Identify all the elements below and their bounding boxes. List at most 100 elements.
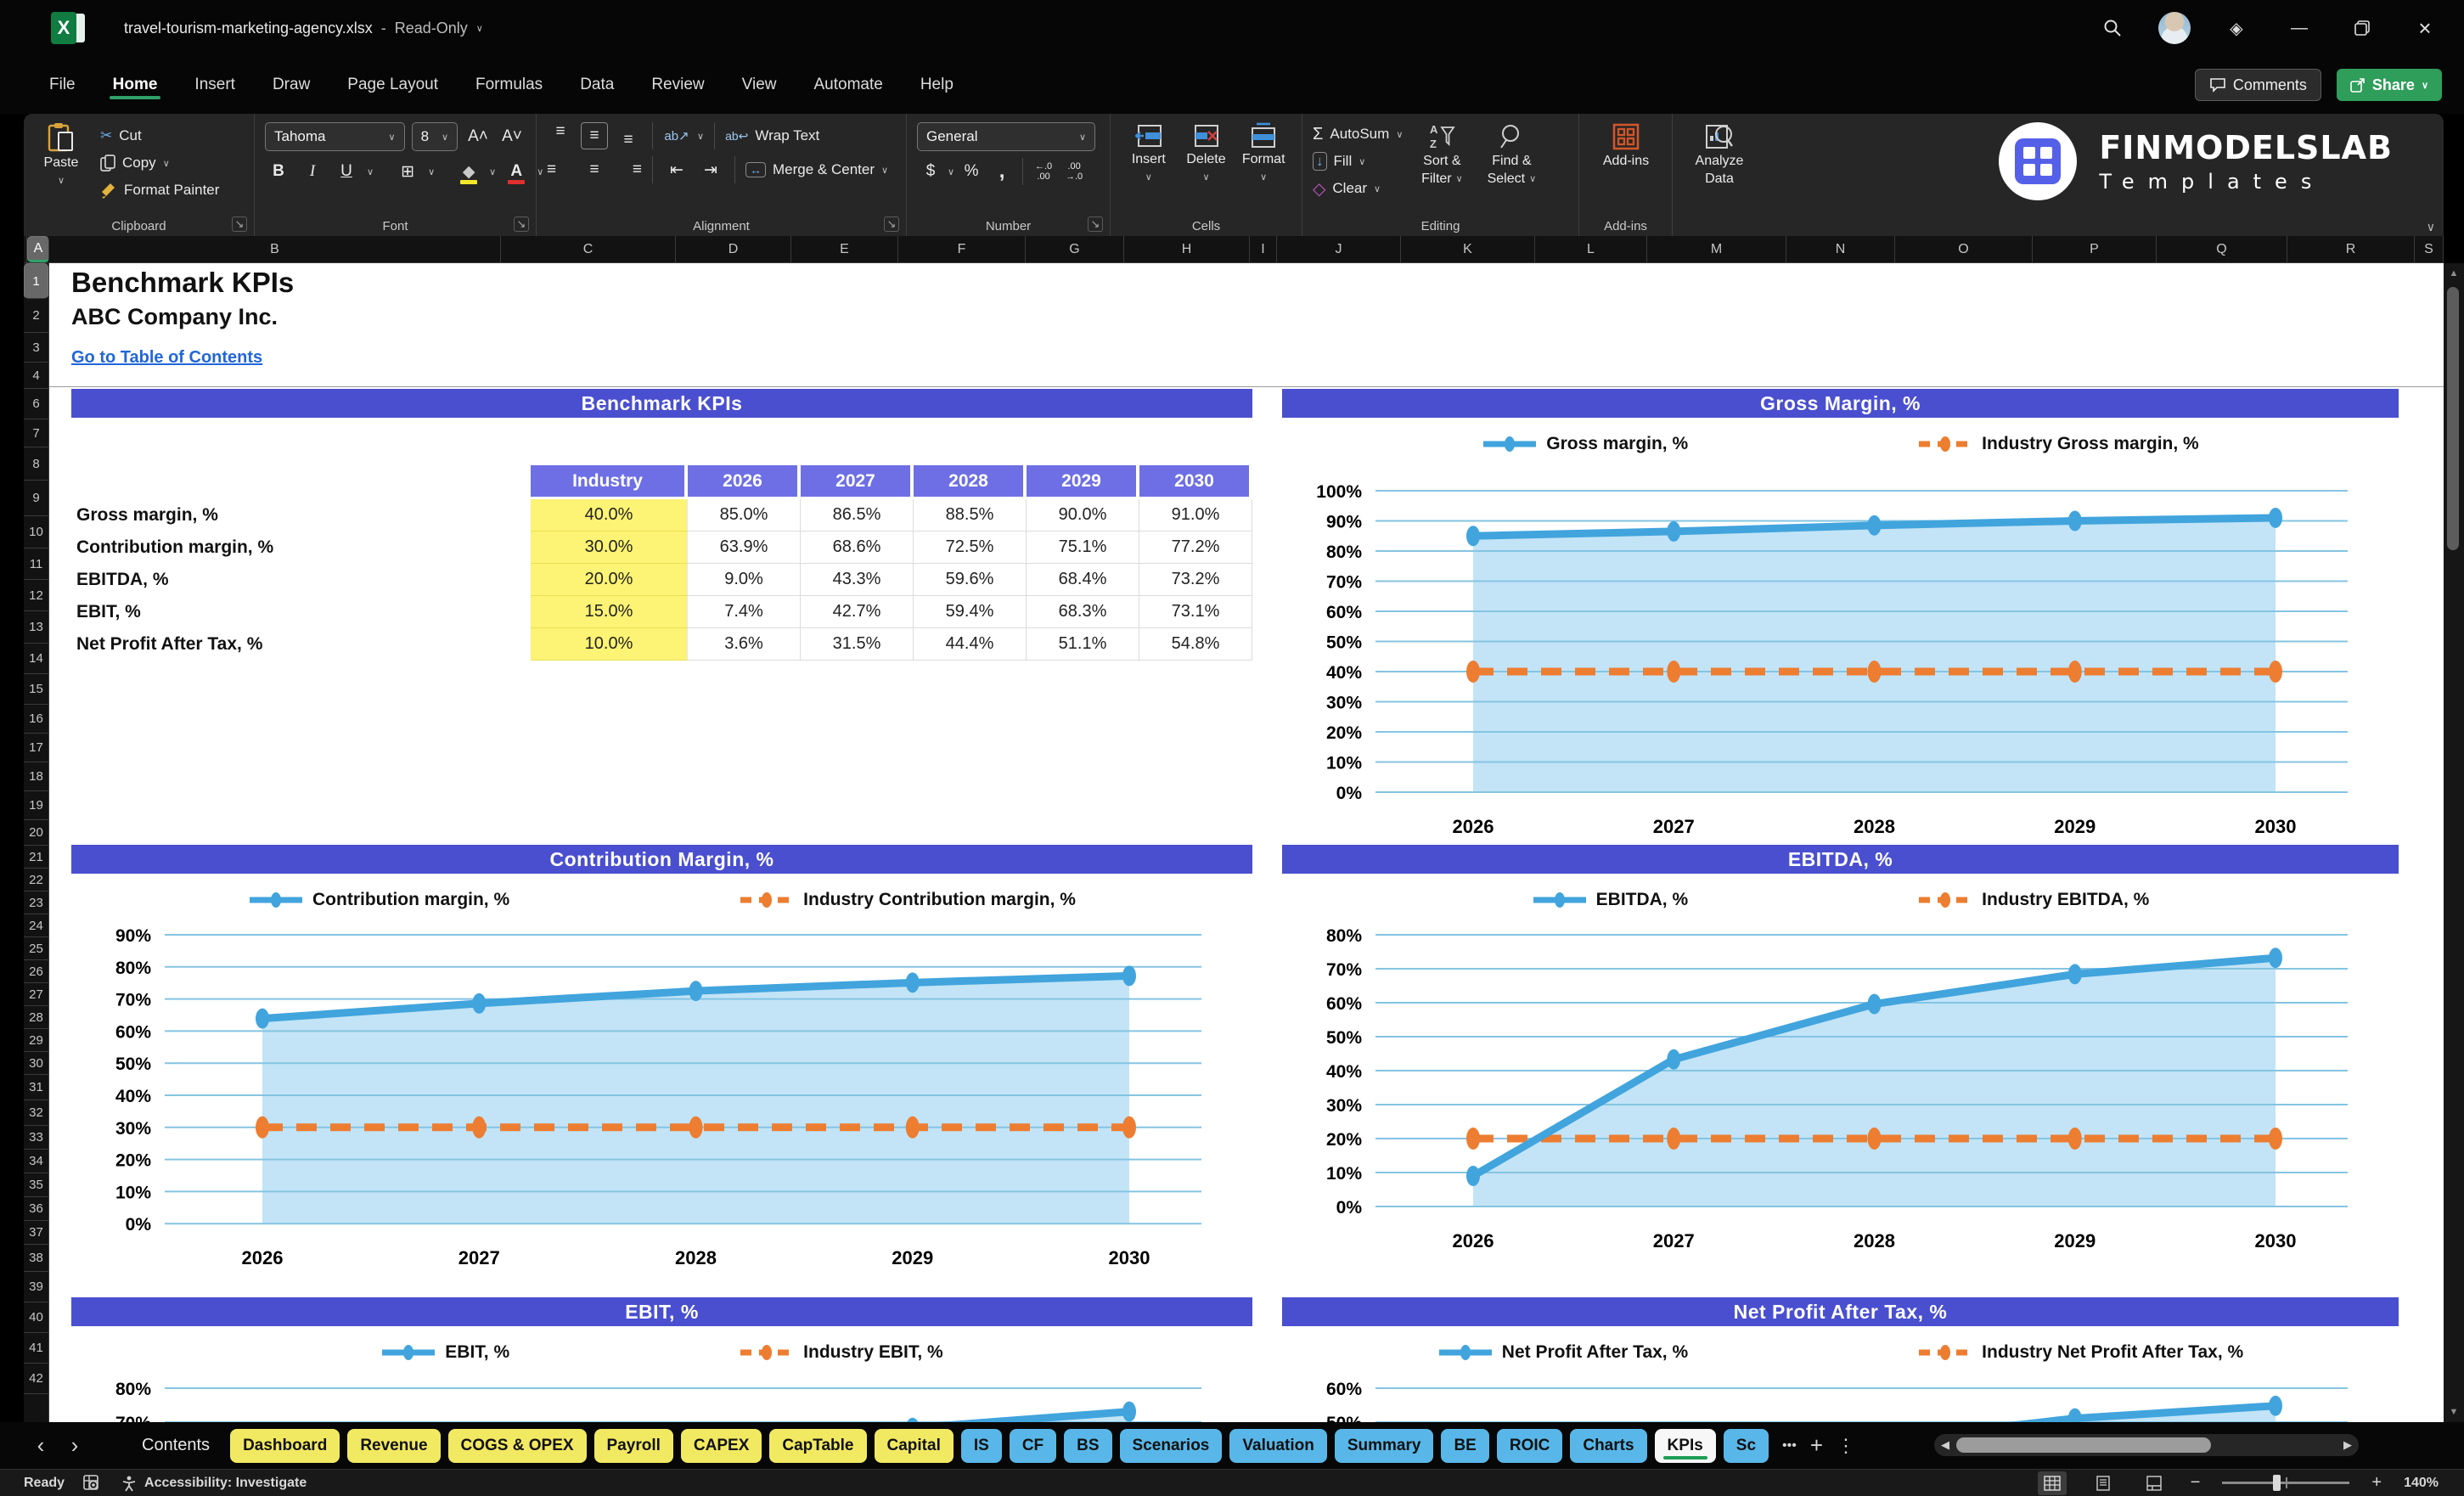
kpi-value-cell[interactable]: 43.3% [801,564,914,596]
industry-legend-entry[interactable]: Industry Contribution margin, % [739,890,1076,910]
vertical-scrollbar[interactable]: ▲ ▼ [2444,263,2464,1422]
row-header-11[interactable]: 11 [24,548,48,580]
align-right-button[interactable]: ≡ [632,160,642,178]
column-header-G[interactable]: G [1026,236,1124,262]
sheet-tab-cogs-opex[interactable]: COGS & OPEX [447,1428,587,1463]
increase-indent-button[interactable]: ⇥ [704,160,717,179]
kpi-value-cell[interactable]: 44.4% [914,628,1027,661]
sheet-tab-charts[interactable]: Charts [1570,1428,1647,1463]
kpi-column-header[interactable]: 2026 [688,465,801,499]
zoom-level[interactable]: 140% [2404,1475,2439,1490]
menu-tab-help[interactable]: Help [920,76,954,93]
row-header-27[interactable]: 27 [24,983,48,1006]
clear-button[interactable]: ◇ Clear ∨ [1313,179,1381,199]
series-legend-entry[interactable]: Gross margin, % [1482,434,1688,454]
kpi-value-cell[interactable]: 51.1% [1027,628,1139,661]
comma-format-button[interactable]: , [999,160,1005,183]
column-header-O[interactable]: O [1895,236,2033,262]
sheet-tab-summary[interactable]: Summary [1334,1428,1434,1463]
find-select-button[interactable]: Find & Select ∨ [1481,122,1542,200]
kpi-value-cell[interactable]: 54.8% [1139,628,1252,661]
column-header-K[interactable]: K [1401,236,1535,262]
bold-button[interactable]: B [273,162,284,180]
wrap-text-button[interactable]: ab↩ Wrap Text [725,127,820,143]
cut-button[interactable]: ✂ Cut [100,127,142,143]
kpi-column-header[interactable]: 2030 [1139,465,1252,499]
row-header-6[interactable]: 6 [24,389,48,419]
format-cells-button[interactable]: Format ∨ [1235,122,1291,185]
paste-button[interactable]: Paste ∨ [34,122,88,202]
column-header-A[interactable]: A [27,236,49,262]
format-painter-button[interactable]: Format Painter [100,178,219,202]
row-header-22[interactable]: 22 [24,869,48,891]
row-header-39[interactable]: 39 [24,1272,48,1302]
kpi-column-header[interactable]: 2027 [801,465,914,499]
minimize-button[interactable]: — [2291,18,2308,37]
merge-center-button[interactable]: ↔ Merge & Center ∨ [745,158,888,182]
font-color-button[interactable]: A [503,158,530,185]
page-layout-view-button[interactable] [2089,1471,2118,1495]
fill-color-button[interactable]: ◆ [455,158,482,185]
sheet-tab-capex[interactable]: CAPEX [680,1428,762,1463]
column-header-E[interactable]: E [791,236,898,262]
copy-button[interactable]: Copy ∨ [100,151,219,175]
decrease-indent-button[interactable]: ⇤ [670,160,684,179]
ebitda-chart[interactable]: EBITDA, % EBITDA, % Industry EBITDA, % 80% 7… [1282,845,2399,1292]
row-header-26[interactable]: 26 [24,960,48,983]
kpi-value-cell[interactable]: 85.0% [688,499,801,531]
column-header-N[interactable]: N [1786,236,1895,262]
row-header-38[interactable]: 38 [24,1245,48,1272]
read-only-badge[interactable]: Read-Only [394,19,468,37]
menu-tab-automate[interactable]: Automate [813,76,883,93]
kpi-value-cell[interactable]: 73.2% [1139,564,1252,596]
row-header-37[interactable]: 37 [24,1221,48,1245]
collapse-ribbon-icon[interactable]: ∨ [2426,220,2435,233]
row-header-36[interactable]: 36 [24,1197,48,1221]
row-header-15[interactable]: 15 [24,674,48,705]
kpi-value-cell[interactable]: 59.4% [914,596,1027,628]
select-all-corner[interactable] [24,236,27,262]
prev-sheet-icon[interactable]: ‹ [37,1432,45,1458]
sheet-tab-scenarios[interactable]: Scenarios [1119,1428,1223,1463]
premium-gem-icon[interactable]: ◈ [2230,19,2243,38]
row-header-3[interactable]: 3 [24,333,48,363]
autosum-button[interactable]: Σ AutoSum ∨ [1313,124,1404,143]
sheet-options-icon[interactable]: ⋮ [1837,1434,1856,1456]
font-dialog-launcher[interactable]: ↘ [514,217,529,232]
row-header-20[interactable]: 20 [24,820,48,846]
kpi-industry-cell[interactable]: 10.0% [531,628,688,661]
kpi-value-cell[interactable]: 59.6% [914,564,1027,596]
row-header-25[interactable]: 25 [24,937,48,960]
addins-button[interactable]: Add-ins [1589,122,1662,169]
kpi-value-cell[interactable]: 73.1% [1139,596,1252,628]
kpi-value-cell[interactable]: 90.0% [1027,499,1139,531]
series-legend-entry[interactable]: EBIT, % [380,1342,509,1363]
kpi-column-header[interactable]: 2028 [914,465,1027,499]
grow-font-button[interactable]: A˄ [468,127,488,145]
restore-button[interactable] [2345,11,2379,45]
row-header-14[interactable]: 14 [24,644,48,674]
row-header-29[interactable]: 29 [24,1029,48,1052]
column-header-M[interactable]: M [1647,236,1786,262]
row-header-7[interactable]: 7 [24,419,48,447]
kpi-column-header[interactable]: 2029 [1027,465,1139,499]
sheet-tab-revenue[interactable]: Revenue [347,1428,441,1463]
align-bottom-button[interactable]: ≡ [623,131,633,149]
accessibility-status[interactable]: Accessibility: Investigate [121,1475,307,1492]
horizontal-scroll-thumb[interactable] [1956,1437,2211,1453]
kpi-value-cell[interactable]: 31.5% [801,628,914,661]
kpi-value-cell[interactable]: 77.2% [1139,531,1252,564]
page-break-preview-button[interactable] [2140,1471,2169,1495]
new-sheet-button[interactable]: + [1809,1432,1824,1458]
row-header-35[interactable]: 35 [24,1173,48,1197]
normal-view-button[interactable] [2037,1471,2067,1495]
increase-decimal-button[interactable]: ←.0.00 [1034,161,1053,182]
series-legend-entry[interactable]: EBITDA, % [1532,890,1688,910]
kpi-industry-cell[interactable]: 15.0% [531,596,688,628]
scroll-up-icon[interactable]: ▲ [2449,268,2459,278]
column-header-J[interactable]: J [1277,236,1401,262]
sheet-tab-is[interactable]: IS [960,1428,1002,1463]
column-header-C[interactable]: C [501,236,676,262]
row-header-31[interactable]: 31 [24,1075,48,1100]
scroll-down-icon[interactable]: ▼ [2449,1407,2459,1417]
